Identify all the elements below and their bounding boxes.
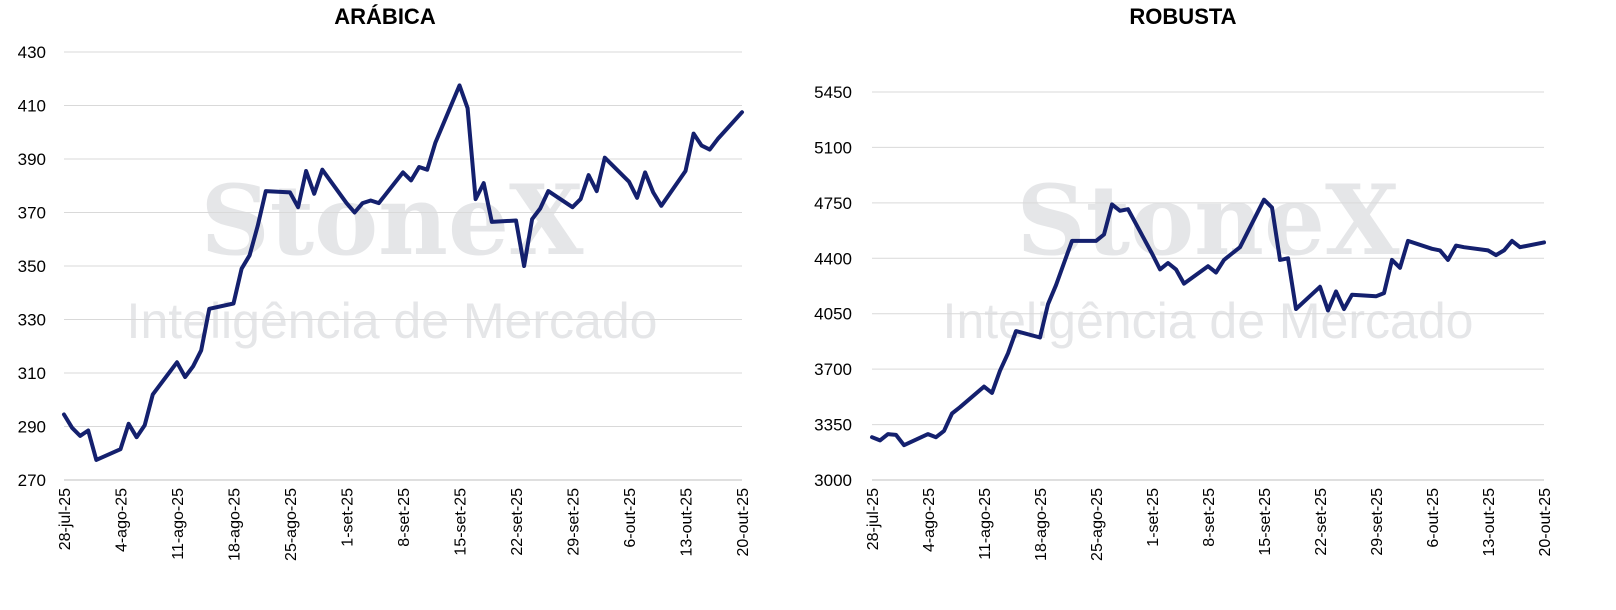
x-tick-label-25-ago-25: 25-ago-25: [1089, 488, 1106, 561]
chart-title-arabica: ARÁBICA: [334, 4, 436, 29]
y-tick-label-3700: 3700: [814, 360, 852, 379]
x-tick-label-13-out-25: 13-out-25: [679, 488, 696, 557]
y-tick-label-270: 270: [18, 471, 46, 490]
x-tick-label-15-set-25: 15-set-25: [1257, 488, 1274, 556]
y-tick-label-4050: 4050: [814, 305, 852, 324]
x-tick-label-6-out-25: 6-out-25: [622, 488, 639, 548]
x-tick-label-15-set-25: 15-set-25: [453, 488, 470, 556]
y-tick-label-290: 290: [18, 418, 46, 437]
y-tick-label-410: 410: [18, 97, 46, 116]
x-tick-label-25-ago-25: 25-ago-25: [283, 488, 300, 561]
y-tick-label-5450: 5450: [814, 83, 852, 102]
y-tick-label-5100: 5100: [814, 138, 852, 157]
y-tick-label-4400: 4400: [814, 249, 852, 268]
x-tick-label-1-set-25: 1-set-25: [340, 488, 357, 547]
x-tick-label-4-ago-25: 4-ago-25: [921, 488, 938, 552]
series-line-robusta: [870, 197, 1546, 448]
x-tick-label-13-out-25: 13-out-25: [1481, 488, 1498, 557]
x-tick-label-28-jul-25: 28-jul-25: [57, 488, 74, 550]
x-tick-label-29-set-25: 29-set-25: [566, 488, 583, 556]
x-tick-label-8-set-25: 8-set-25: [396, 488, 413, 547]
x-tick-label-18-ago-25: 18-ago-25: [1033, 488, 1050, 561]
y-tick-label-4750: 4750: [814, 194, 852, 213]
x-tick-label-11-ago-25: 11-ago-25: [170, 488, 187, 560]
x-tick-label-28-jul-25: 28-jul-25: [865, 488, 882, 550]
watermark-tagline: Inteligência de Mercado: [127, 293, 658, 349]
x-tick-label-29-set-25: 29-set-25: [1369, 488, 1386, 556]
series-line-arabica: [62, 83, 744, 462]
y-tick-label-3000: 3000: [814, 471, 852, 490]
x-tick-label-22-set-25: 22-set-25: [509, 488, 526, 556]
watermark-tagline: Inteligência de Mercado: [943, 293, 1474, 349]
y-tick-label-370: 370: [18, 204, 46, 223]
x-tick-label-22-set-25: 22-set-25: [1313, 488, 1330, 556]
x-tick-label-20-out-25: 20-out-25: [1537, 488, 1554, 557]
x-tick-label-20-out-25: 20-out-25: [735, 488, 752, 557]
x-tick-label-8-set-25: 8-set-25: [1201, 488, 1218, 547]
y-tick-label-310: 310: [18, 364, 46, 383]
x-tick-label-6-out-25: 6-out-25: [1425, 488, 1442, 548]
x-tick-label-11-ago-25: 11-ago-25: [977, 488, 994, 560]
y-tick-label-350: 350: [18, 257, 46, 276]
x-tick-label-4-ago-25: 4-ago-25: [114, 488, 131, 552]
robusta-chart-svg: StoneX Inteligência de Mercado 3000 3350 370…: [814, 83, 1554, 561]
x-tick-label-18-ago-25: 18-ago-25: [227, 488, 244, 561]
y-tick-label-430: 430: [18, 43, 46, 62]
y-tick-label-330: 330: [18, 311, 46, 330]
x-tick-label-1-set-25: 1-set-25: [1145, 488, 1162, 547]
y-tick-label-3350: 3350: [814, 416, 852, 435]
watermark-brand: StoneX: [1016, 164, 1400, 277]
chart-robusta: StoneX Inteligência de Mercado 3000 3350 370…: [808, 0, 1616, 610]
chart-arabica: StoneX Inteligência de Mercado 270 290 310 33…: [0, 0, 790, 610]
chart-title-robusta: ROBUSTA: [1129, 4, 1237, 29]
y-tick-label-390: 390: [18, 150, 46, 169]
